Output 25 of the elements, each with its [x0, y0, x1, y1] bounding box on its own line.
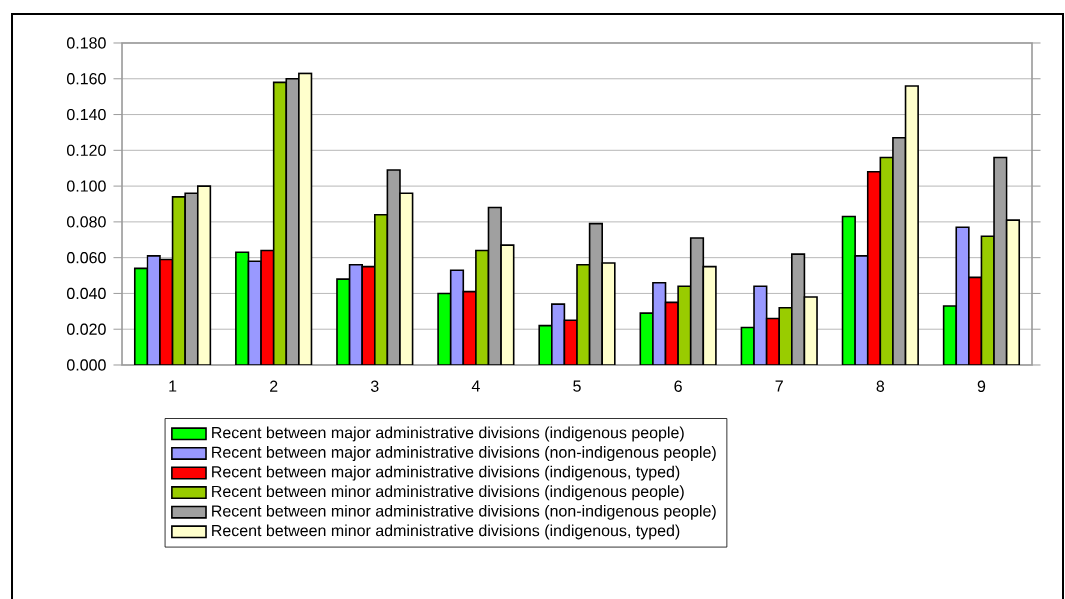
legend-label: Recent between minor administrative divisions (non-indigenous people) — [212, 504, 716, 520]
x-tick-label: 6 — [674, 380, 682, 392]
y-tick-label: 0.080 — [67, 216, 106, 228]
x-tick-label: 2 — [270, 380, 278, 392]
legend-label: Recent between major administrative divisions (indigenous, typed) — [212, 465, 680, 481]
y-tick-label: 0.000 — [67, 359, 106, 371]
legend-label: Recent between major administrative divisions (indigenous people) — [212, 426, 684, 442]
legend-label: Recent between minor administrative divisions (indigenous people) — [212, 485, 684, 501]
y-tick-label: 0.120 — [67, 144, 106, 156]
legend-label: Recent between minor administrative divisions (indigenous, typed) — [212, 524, 680, 540]
x-tick-label: 9 — [977, 380, 986, 392]
y-tick-label: 0.020 — [67, 323, 106, 335]
y-tick-label: 0.140 — [67, 108, 106, 121]
x-tick-label: 5 — [573, 380, 581, 392]
x-tick-label: 4 — [471, 380, 480, 392]
legend-label: Recent between major administrative divisions (non-indigenous people) — [212, 446, 716, 462]
y-tick-label: 0.160 — [67, 73, 106, 85]
y-tick-label: 0.060 — [67, 252, 106, 264]
x-tick-label: 1 — [169, 380, 177, 392]
x-tick-label: 8 — [876, 380, 885, 392]
x-tick-label: 3 — [370, 380, 379, 392]
y-tick-label: 0.040 — [67, 287, 106, 300]
y-tick-label: 0.100 — [67, 180, 106, 192]
y-tick-label: 0.180 — [67, 37, 106, 49]
x-tick-label: 7 — [775, 380, 783, 392]
